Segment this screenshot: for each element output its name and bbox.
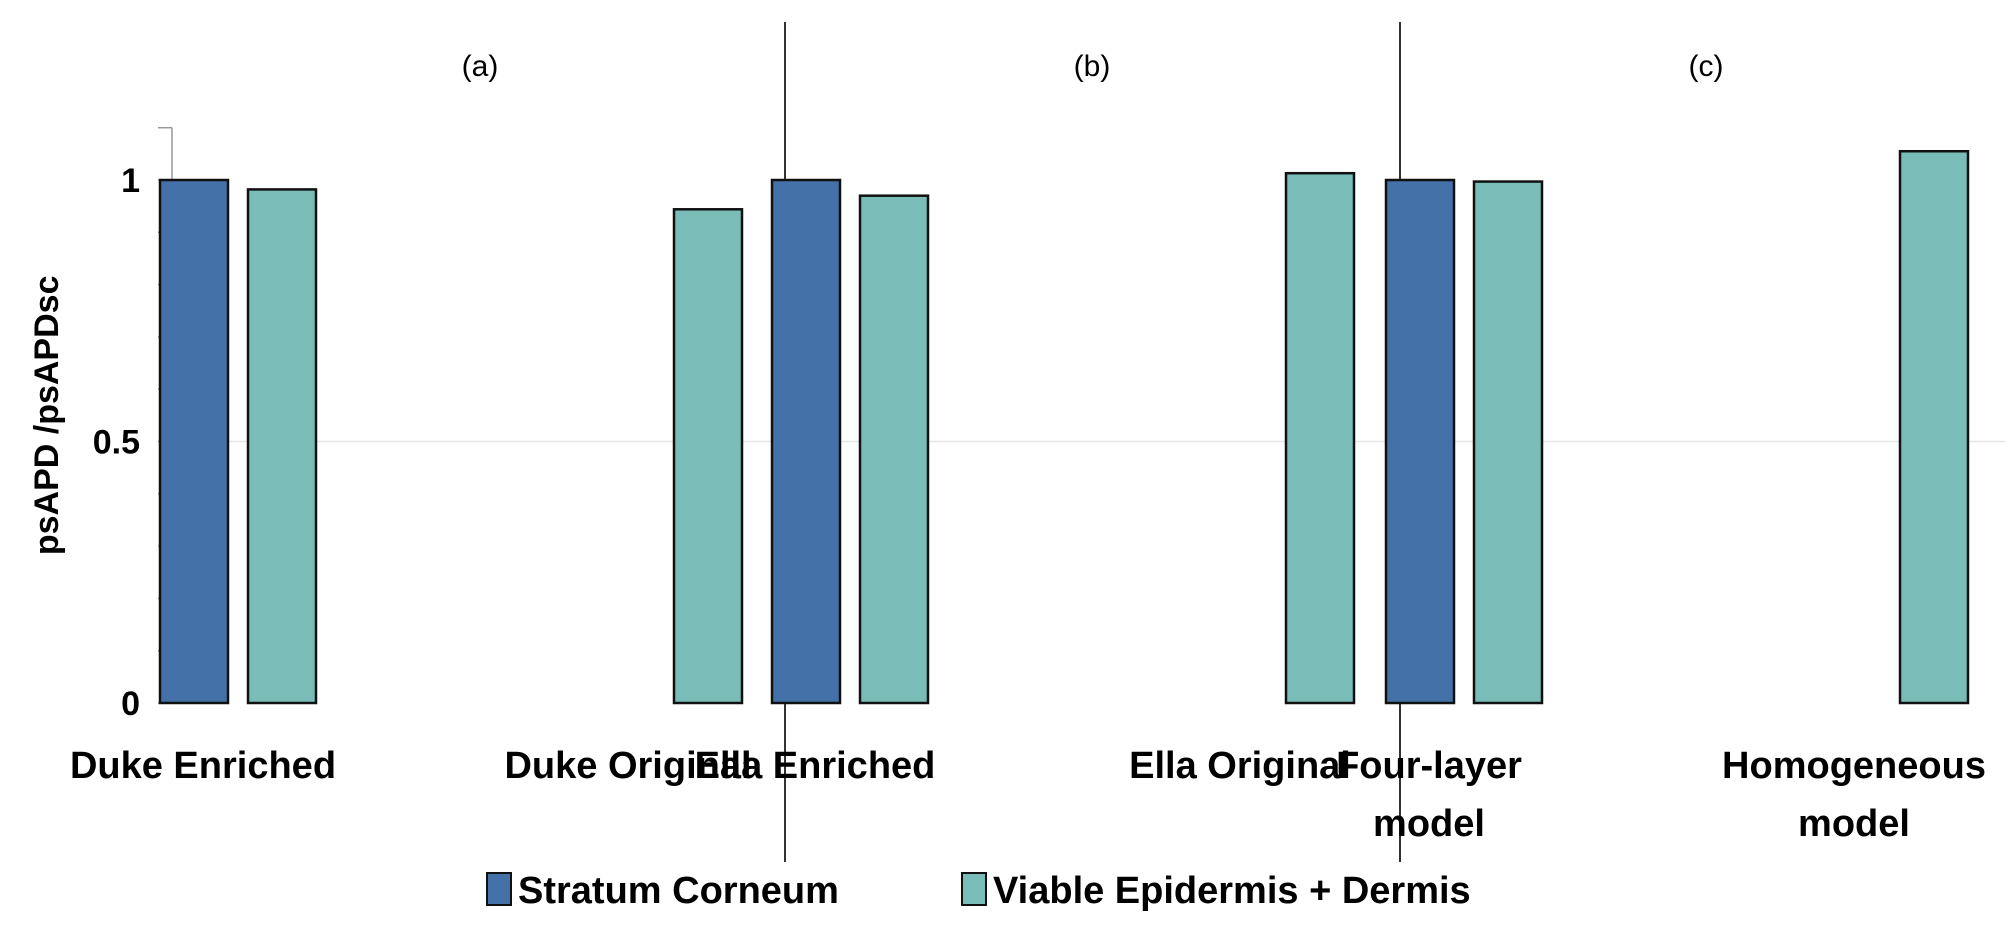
panel-label-c: (c) bbox=[1689, 50, 1724, 83]
legend-swatch-viable-epidermis-dermis bbox=[961, 872, 987, 906]
legend: Stratum Corneum Viable Epidermis + Dermis bbox=[486, 870, 1471, 912]
bars bbox=[158, 149, 1970, 705]
category-label-duke-original: Duke Original bbox=[504, 745, 751, 787]
category-label-ella-original: Ella Original bbox=[1129, 745, 1351, 787]
category-label-four-layer-model: Four-layer bbox=[1336, 745, 1522, 787]
legend-label-viable-epidermis-dermis: Viable Epidermis + Dermis bbox=[993, 870, 1471, 912]
bar-ella-enriched-stratum-corneum bbox=[770, 178, 842, 705]
y-tick-label: 0 bbox=[121, 685, 140, 723]
panel-label-a: (a) bbox=[462, 50, 499, 83]
bar-duke-enriched-stratum-corneum bbox=[158, 178, 230, 705]
category-label-homogeneous-model: Homogeneous bbox=[1722, 745, 1986, 787]
bar-homogeneous-model-viable-epidermis-dermis bbox=[1898, 149, 1970, 705]
panel-labels: (a) (b) (c) bbox=[462, 50, 1724, 83]
category-label-four-layer-model-line2: model bbox=[1373, 803, 1485, 845]
bar-ella-original-viable-epidermis-dermis bbox=[1284, 171, 1356, 705]
panel-label-b: (b) bbox=[1074, 50, 1111, 83]
category-label-ella-enriched: Ella Enriched bbox=[695, 745, 936, 787]
category-label-homogeneous-model-line2: model bbox=[1798, 803, 1910, 845]
bar-four-layer-model-stratum-corneum bbox=[1384, 178, 1456, 705]
category-label-duke-enriched: Duke Enriched bbox=[70, 745, 336, 787]
bar-duke-enriched-viable-epidermis-dermis bbox=[246, 188, 318, 705]
y-tick-label: 0.5 bbox=[93, 424, 140, 462]
y-axis-title: psAPD /psAPDsc bbox=[28, 276, 66, 556]
y-tick-label: 1 bbox=[121, 162, 140, 200]
legend-swatch-stratum-corneum bbox=[486, 872, 512, 906]
y-axis: 0 0.5 1 psAPD /psAPDsc bbox=[28, 126, 173, 723]
bar-four-layer-model-viable-epidermis-dermis bbox=[1472, 180, 1544, 705]
bar-duke-original-viable-epidermis-dermis bbox=[672, 208, 744, 705]
bar-ella-enriched-viable-epidermis-dermis bbox=[858, 194, 930, 705]
legend-label-stratum-corneum: Stratum Corneum bbox=[518, 870, 839, 912]
